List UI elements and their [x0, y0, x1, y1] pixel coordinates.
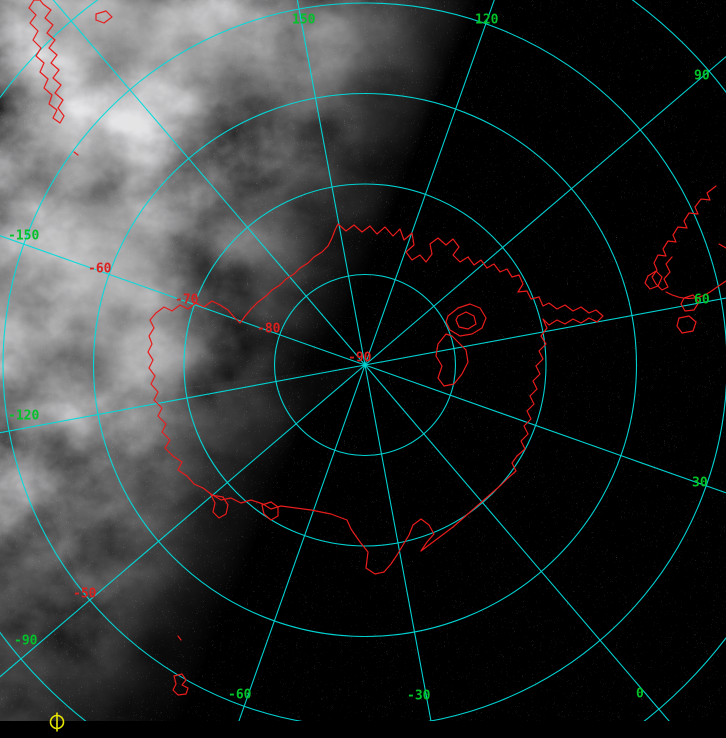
coastline-ne-island-3 [676, 315, 697, 334]
coastline-ross-shelf-blob [435, 333, 469, 387]
longitude-line [364, 364, 435, 738]
latitude-circle [92, 92, 638, 638]
coastline-new-zealand-fragment [95, 10, 113, 24]
coastline-south-america-fragment [718, 243, 726, 249]
longitude-line [364, 55, 726, 366]
longitude-line [0, 364, 366, 434]
coastline-southern-island-cluster [172, 673, 189, 696]
coastline-antarctica-mainland [147, 223, 604, 575]
coastline-small-island-tick-1 [73, 151, 79, 156]
coastline-new-zealand-south-island [28, 0, 65, 124]
coastline-small-island-tick-2 [177, 635, 182, 641]
coastline-west-ice-bit-2 [261, 501, 279, 521]
longitude-line [0, 364, 366, 678]
coastline-south-america-archipelago [651, 185, 717, 291]
longitude-line [364, 364, 685, 738]
latitude-circle [183, 183, 547, 547]
longitude-line [52, 0, 366, 366]
coastline-ne-island-2 [680, 294, 700, 312]
coastline-west-ice-bit-1 [210, 494, 229, 519]
longitude-line [364, 297, 726, 366]
coastline-south-america-coast [665, 280, 726, 300]
longitude-line [0, 235, 366, 366]
latitude-circle [273, 273, 457, 457]
longitude-line [296, 0, 366, 366]
longitude-line [364, 364, 726, 494]
caption-bar: ANTARCTIC COMPOSITE VISIBLE IMAGE 31 JUL… [0, 721, 726, 738]
coastline-ross-island-ring [445, 303, 487, 337]
daylight-cloud-imagery [0, 0, 520, 738]
coastline-ross-island-inner [455, 311, 477, 330]
coastline-overlay [28, 0, 726, 696]
longitude-line [232, 364, 366, 738]
longitude-line [364, 0, 495, 366]
